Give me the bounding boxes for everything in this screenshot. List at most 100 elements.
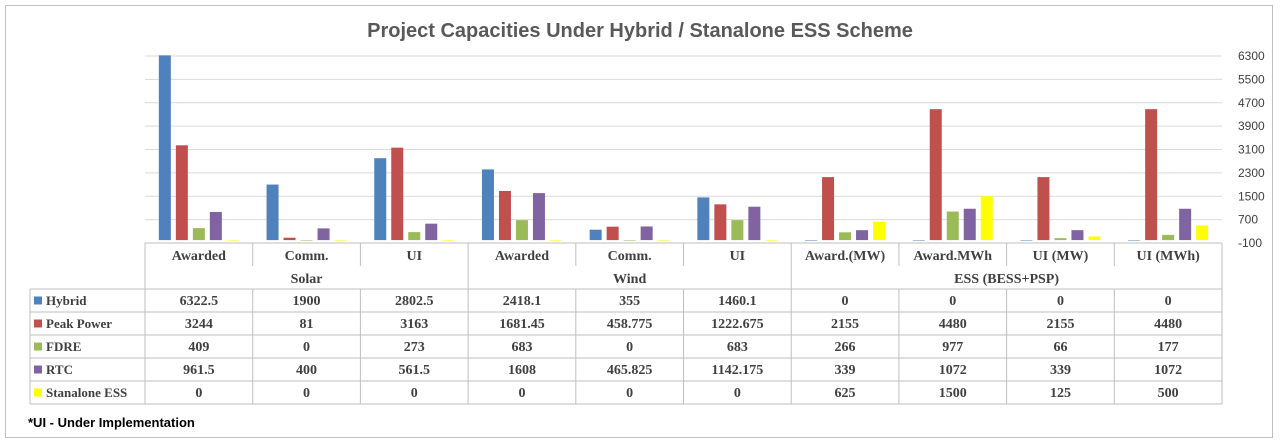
table-cell: 0 xyxy=(303,340,310,355)
bar xyxy=(391,147,404,241)
legend-key xyxy=(34,342,42,351)
category-label: UI (MWh) xyxy=(1136,249,1200,264)
legend-label: Hybrid xyxy=(46,293,87,308)
table-cell: 266 xyxy=(835,340,856,355)
bar xyxy=(549,240,562,241)
legend-key xyxy=(34,365,42,374)
table-cell: 66 xyxy=(1053,340,1067,355)
table-cell: 409 xyxy=(188,340,209,355)
bar xyxy=(839,232,852,241)
category-label: Comm. xyxy=(608,249,652,264)
table-cell: 1500 xyxy=(939,386,967,401)
table-cell: 400 xyxy=(296,363,317,378)
bar xyxy=(912,240,925,241)
group-label: Wind xyxy=(613,272,646,287)
legend-key xyxy=(34,388,42,397)
y-tick-label: 6300 xyxy=(1238,49,1265,63)
bar xyxy=(226,240,239,241)
category-label: Awarded xyxy=(172,249,226,264)
table-cell: 683 xyxy=(727,340,748,355)
table-cell: 0 xyxy=(626,386,633,401)
bar xyxy=(1071,230,1084,241)
category-label: UI xyxy=(730,249,746,264)
category-label: UI (MW) xyxy=(1033,249,1089,264)
legend-label: Peak Power xyxy=(46,316,112,331)
table-cell: 0 xyxy=(734,386,741,401)
bar xyxy=(623,240,636,241)
bar xyxy=(334,240,347,241)
bar xyxy=(283,237,296,241)
table-cell: 4480 xyxy=(1154,317,1182,332)
table-cell: 961.5 xyxy=(183,363,215,378)
y-tick-label: 4700 xyxy=(1238,96,1265,110)
table-cell: 2155 xyxy=(831,317,859,332)
table-cell: 339 xyxy=(835,363,856,378)
table-cell: 458.775 xyxy=(607,317,653,332)
bar xyxy=(929,109,942,241)
table-cell: 977 xyxy=(942,340,963,355)
bar xyxy=(1037,177,1050,241)
bar xyxy=(374,158,387,241)
table-cell: 3244 xyxy=(185,317,213,332)
table-cell: 1072 xyxy=(1154,363,1182,378)
bar xyxy=(1162,234,1175,241)
table-cell: 1460.1 xyxy=(718,294,757,309)
bar xyxy=(589,229,602,241)
table-cell: 465.825 xyxy=(607,363,653,378)
table-cell: 6322.5 xyxy=(180,294,219,309)
y-tick-label: 3900 xyxy=(1238,119,1265,133)
table-cell: 2802.5 xyxy=(395,294,434,309)
table-cell: 177 xyxy=(1158,340,1179,355)
table-cell: 0 xyxy=(518,386,525,401)
table-cell: 339 xyxy=(1050,363,1071,378)
y-tick-label: 2300 xyxy=(1238,166,1265,180)
legend-label: RTC xyxy=(46,362,73,377)
table-cell: 0 xyxy=(1165,294,1172,309)
bar xyxy=(1088,236,1101,241)
bar xyxy=(209,211,222,241)
bar xyxy=(1145,109,1158,241)
table-cell: 1142.175 xyxy=(711,363,763,378)
bar xyxy=(481,169,494,241)
bar xyxy=(805,240,818,241)
bar xyxy=(714,204,727,241)
category-label: UI xyxy=(406,249,422,264)
bar xyxy=(606,226,619,241)
table-cell: 1900 xyxy=(293,294,321,309)
table-cell: 2155 xyxy=(1046,317,1074,332)
y-tick-label: -100 xyxy=(1238,236,1262,250)
table-cell: 561.5 xyxy=(399,363,431,378)
table-cell: 1222.675 xyxy=(711,317,764,332)
bar xyxy=(765,240,778,241)
bar xyxy=(532,193,545,241)
bar xyxy=(425,223,438,241)
table-cell: 273 xyxy=(404,340,425,355)
y-tick-label: 5500 xyxy=(1238,72,1265,86)
table-cell: 0 xyxy=(195,386,202,401)
table-cell: 0 xyxy=(411,386,418,401)
table-cell: 0 xyxy=(303,386,310,401)
bar xyxy=(442,240,455,241)
bar xyxy=(1128,240,1141,241)
bar xyxy=(300,240,313,241)
bar xyxy=(946,211,959,241)
bar xyxy=(192,228,205,241)
bar xyxy=(408,232,421,241)
table-cell: 1072 xyxy=(939,363,967,378)
y-tick-label: 700 xyxy=(1238,213,1258,227)
table-cell: 1608 xyxy=(508,363,536,378)
bar xyxy=(640,226,653,241)
group-label: Solar xyxy=(291,272,323,287)
legend-label: Stanalone ESS xyxy=(46,385,127,400)
group-label: ESS (BESS+PSP) xyxy=(954,272,1059,287)
table-cell: 2418.1 xyxy=(503,294,542,309)
bar xyxy=(175,145,188,241)
bar xyxy=(1054,238,1067,241)
table-cell: 0 xyxy=(842,294,849,309)
chart-title: Project Capacities Under Hybrid / Stanal… xyxy=(367,20,913,42)
table-cell: 0 xyxy=(626,340,633,355)
bar xyxy=(963,208,976,241)
bar xyxy=(266,184,279,241)
y-tick-label: 3100 xyxy=(1238,143,1265,157)
category-label: Award.MWh xyxy=(913,249,992,264)
